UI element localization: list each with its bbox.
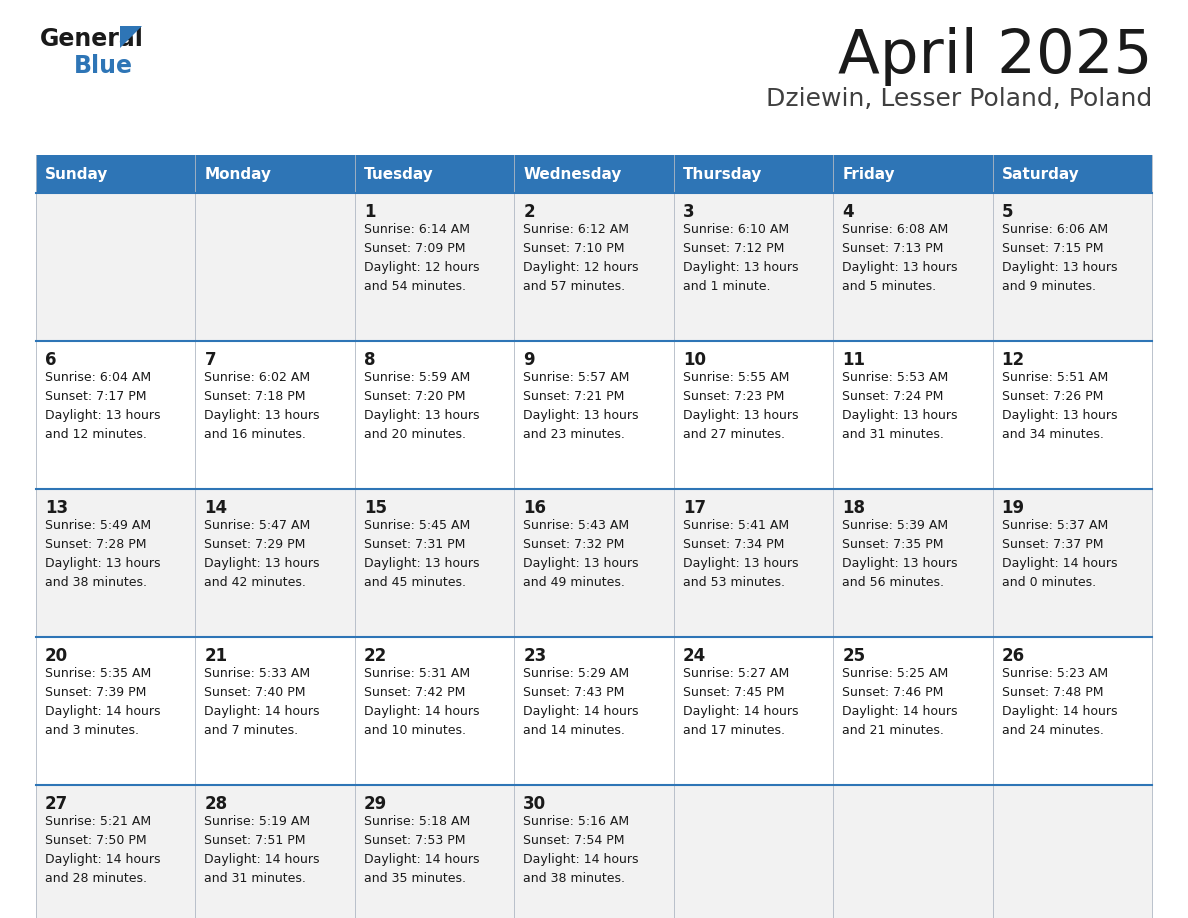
Text: Sunrise: 5:37 AM
Sunset: 7:37 PM
Daylight: 14 hours
and 0 minutes.: Sunrise: 5:37 AM Sunset: 7:37 PM Dayligh…	[1001, 519, 1117, 589]
Bar	[36, 637, 1152, 785]
Text: 7: 7	[204, 351, 216, 369]
Text: 4: 4	[842, 203, 854, 221]
Text: 21: 21	[204, 647, 228, 665]
Text: 9: 9	[523, 351, 535, 369]
Text: Sunday: Sunday	[45, 166, 108, 182]
Text: 8: 8	[364, 351, 375, 369]
Text: Sunrise: 5:43 AM
Sunset: 7:32 PM
Daylight: 13 hours
and 49 minutes.: Sunrise: 5:43 AM Sunset: 7:32 PM Dayligh…	[523, 519, 639, 589]
Text: Sunrise: 5:31 AM
Sunset: 7:42 PM
Daylight: 14 hours
and 10 minutes.: Sunrise: 5:31 AM Sunset: 7:42 PM Dayligh…	[364, 667, 479, 737]
Text: Sunrise: 5:57 AM
Sunset: 7:21 PM
Daylight: 13 hours
and 23 minutes.: Sunrise: 5:57 AM Sunset: 7:21 PM Dayligh…	[523, 371, 639, 441]
Text: Sunrise: 5:35 AM
Sunset: 7:39 PM
Daylight: 14 hours
and 3 minutes.: Sunrise: 5:35 AM Sunset: 7:39 PM Dayligh…	[45, 667, 160, 737]
Text: Sunrise: 5:18 AM
Sunset: 7:53 PM
Daylight: 14 hours
and 35 minutes.: Sunrise: 5:18 AM Sunset: 7:53 PM Dayligh…	[364, 815, 479, 885]
Text: Sunrise: 5:23 AM
Sunset: 7:48 PM
Daylight: 14 hours
and 24 minutes.: Sunrise: 5:23 AM Sunset: 7:48 PM Dayligh…	[1001, 667, 1117, 737]
Text: 26: 26	[1001, 647, 1025, 665]
Text: 1: 1	[364, 203, 375, 221]
Text: Monday: Monday	[204, 166, 271, 182]
Bar	[355, 155, 514, 193]
Text: 22: 22	[364, 647, 387, 665]
Text: 18: 18	[842, 499, 865, 517]
Text: Thursday: Thursday	[683, 166, 762, 182]
Text: 16: 16	[523, 499, 546, 517]
Text: Sunrise: 6:02 AM
Sunset: 7:18 PM
Daylight: 13 hours
and 16 minutes.: Sunrise: 6:02 AM Sunset: 7:18 PM Dayligh…	[204, 371, 320, 441]
Text: Sunrise: 5:27 AM
Sunset: 7:45 PM
Daylight: 14 hours
and 17 minutes.: Sunrise: 5:27 AM Sunset: 7:45 PM Dayligh…	[683, 667, 798, 737]
Text: Sunrise: 5:25 AM
Sunset: 7:46 PM
Daylight: 14 hours
and 21 minutes.: Sunrise: 5:25 AM Sunset: 7:46 PM Dayligh…	[842, 667, 958, 737]
Text: 28: 28	[204, 795, 228, 813]
Text: 15: 15	[364, 499, 387, 517]
Text: 3: 3	[683, 203, 694, 221]
Bar	[36, 785, 1152, 918]
Text: 30: 30	[523, 795, 546, 813]
Text: Sunrise: 6:06 AM
Sunset: 7:15 PM
Daylight: 13 hours
and 9 minutes.: Sunrise: 6:06 AM Sunset: 7:15 PM Dayligh…	[1001, 223, 1117, 293]
Text: Sunrise: 6:12 AM
Sunset: 7:10 PM
Daylight: 12 hours
and 57 minutes.: Sunrise: 6:12 AM Sunset: 7:10 PM Dayligh…	[523, 223, 639, 293]
Text: Friday: Friday	[842, 166, 895, 182]
Text: Sunrise: 5:21 AM
Sunset: 7:50 PM
Daylight: 14 hours
and 28 minutes.: Sunrise: 5:21 AM Sunset: 7:50 PM Dayligh…	[45, 815, 160, 885]
Text: 10: 10	[683, 351, 706, 369]
Text: Sunrise: 5:55 AM
Sunset: 7:23 PM
Daylight: 13 hours
and 27 minutes.: Sunrise: 5:55 AM Sunset: 7:23 PM Dayligh…	[683, 371, 798, 441]
Text: Sunrise: 5:16 AM
Sunset: 7:54 PM
Daylight: 14 hours
and 38 minutes.: Sunrise: 5:16 AM Sunset: 7:54 PM Dayligh…	[523, 815, 639, 885]
Bar	[196, 155, 355, 193]
Text: 25: 25	[842, 647, 865, 665]
Bar	[833, 155, 992, 193]
Text: 11: 11	[842, 351, 865, 369]
Text: 2: 2	[523, 203, 535, 221]
Text: Wednesday: Wednesday	[523, 166, 621, 182]
Text: 14: 14	[204, 499, 228, 517]
Text: Sunrise: 5:29 AM
Sunset: 7:43 PM
Daylight: 14 hours
and 14 minutes.: Sunrise: 5:29 AM Sunset: 7:43 PM Dayligh…	[523, 667, 639, 737]
Text: Sunrise: 5:19 AM
Sunset: 7:51 PM
Daylight: 14 hours
and 31 minutes.: Sunrise: 5:19 AM Sunset: 7:51 PM Dayligh…	[204, 815, 320, 885]
Text: 12: 12	[1001, 351, 1025, 369]
Text: Sunrise: 5:59 AM
Sunset: 7:20 PM
Daylight: 13 hours
and 20 minutes.: Sunrise: 5:59 AM Sunset: 7:20 PM Dayligh…	[364, 371, 479, 441]
Bar	[36, 341, 1152, 489]
Text: Sunrise: 5:51 AM
Sunset: 7:26 PM
Daylight: 13 hours
and 34 minutes.: Sunrise: 5:51 AM Sunset: 7:26 PM Dayligh…	[1001, 371, 1117, 441]
Text: Sunrise: 6:04 AM
Sunset: 7:17 PM
Daylight: 13 hours
and 12 minutes.: Sunrise: 6:04 AM Sunset: 7:17 PM Dayligh…	[45, 371, 160, 441]
Text: Sunrise: 5:49 AM
Sunset: 7:28 PM
Daylight: 13 hours
and 38 minutes.: Sunrise: 5:49 AM Sunset: 7:28 PM Dayligh…	[45, 519, 160, 589]
Text: Sunrise: 6:08 AM
Sunset: 7:13 PM
Daylight: 13 hours
and 5 minutes.: Sunrise: 6:08 AM Sunset: 7:13 PM Dayligh…	[842, 223, 958, 293]
Text: 29: 29	[364, 795, 387, 813]
Bar	[674, 155, 833, 193]
Bar	[36, 155, 196, 193]
Text: April 2025: April 2025	[838, 27, 1152, 86]
Text: Sunrise: 5:41 AM
Sunset: 7:34 PM
Daylight: 13 hours
and 53 minutes.: Sunrise: 5:41 AM Sunset: 7:34 PM Dayligh…	[683, 519, 798, 589]
Text: 13: 13	[45, 499, 68, 517]
Text: Sunrise: 5:45 AM
Sunset: 7:31 PM
Daylight: 13 hours
and 45 minutes.: Sunrise: 5:45 AM Sunset: 7:31 PM Dayligh…	[364, 519, 479, 589]
Text: Sunrise: 5:33 AM
Sunset: 7:40 PM
Daylight: 14 hours
and 7 minutes.: Sunrise: 5:33 AM Sunset: 7:40 PM Dayligh…	[204, 667, 320, 737]
Text: Sunrise: 5:47 AM
Sunset: 7:29 PM
Daylight: 13 hours
and 42 minutes.: Sunrise: 5:47 AM Sunset: 7:29 PM Dayligh…	[204, 519, 320, 589]
Text: 17: 17	[683, 499, 706, 517]
Text: Dziewin, Lesser Poland, Poland: Dziewin, Lesser Poland, Poland	[766, 87, 1152, 111]
Text: 19: 19	[1001, 499, 1025, 517]
Text: Sunrise: 6:10 AM
Sunset: 7:12 PM
Daylight: 13 hours
and 1 minute.: Sunrise: 6:10 AM Sunset: 7:12 PM Dayligh…	[683, 223, 798, 293]
Bar	[36, 193, 1152, 341]
Text: 23: 23	[523, 647, 546, 665]
Text: 27: 27	[45, 795, 68, 813]
Text: 20: 20	[45, 647, 68, 665]
Bar	[514, 155, 674, 193]
Polygon shape	[120, 26, 143, 48]
Bar	[36, 489, 1152, 637]
Text: 6: 6	[45, 351, 57, 369]
Text: Blue: Blue	[74, 54, 133, 78]
Bar	[992, 155, 1152, 193]
Text: 24: 24	[683, 647, 706, 665]
Text: General: General	[40, 27, 144, 51]
Text: Saturday: Saturday	[1001, 166, 1080, 182]
Text: Sunrise: 5:53 AM
Sunset: 7:24 PM
Daylight: 13 hours
and 31 minutes.: Sunrise: 5:53 AM Sunset: 7:24 PM Dayligh…	[842, 371, 958, 441]
Text: Sunrise: 6:14 AM
Sunset: 7:09 PM
Daylight: 12 hours
and 54 minutes.: Sunrise: 6:14 AM Sunset: 7:09 PM Dayligh…	[364, 223, 479, 293]
Text: 5: 5	[1001, 203, 1013, 221]
Text: Sunrise: 5:39 AM
Sunset: 7:35 PM
Daylight: 13 hours
and 56 minutes.: Sunrise: 5:39 AM Sunset: 7:35 PM Dayligh…	[842, 519, 958, 589]
Text: Tuesday: Tuesday	[364, 166, 434, 182]
